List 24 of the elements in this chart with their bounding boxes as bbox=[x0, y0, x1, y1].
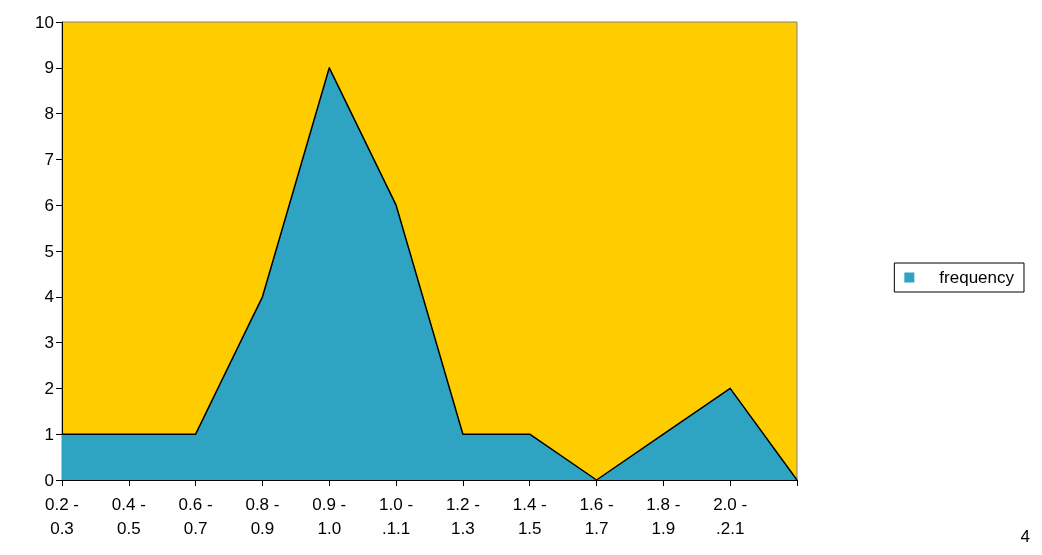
x-tick-label: 0.2 - 0.3 bbox=[44, 494, 80, 538]
y-tick-label: 4 bbox=[44, 287, 54, 307]
y-tick-label: 5 bbox=[44, 241, 54, 261]
x-tick-label: 1.2 - 1.3 bbox=[445, 494, 480, 538]
y-tick-label: 10 bbox=[35, 12, 54, 32]
text: 4 bbox=[1020, 527, 1031, 546]
x-tick-label: 1.4 - 1.5 bbox=[512, 494, 547, 538]
x-tick-label: 0.6 - 0.7 bbox=[178, 494, 213, 538]
x-tick-label: 0.8 - 0.9 bbox=[245, 494, 280, 538]
x-tick-label: 0.4 - 0.5 bbox=[111, 494, 146, 538]
y-tick-label: 2 bbox=[44, 378, 54, 398]
x-tick-label: 1.8 - 1.9 bbox=[646, 494, 681, 538]
y-tick-label: 9 bbox=[44, 58, 54, 78]
x-tick-label: 0.9 - 1.0 bbox=[312, 494, 347, 538]
y-tick-label: 6 bbox=[44, 195, 54, 215]
x-tick-label: 1.0 - .1.1 bbox=[379, 494, 414, 538]
y-tick-label: 3 bbox=[44, 333, 54, 353]
y-tick-label: 0 bbox=[44, 470, 54, 490]
y-tick-label: 7 bbox=[44, 149, 54, 169]
x-tick-label: 1.6 - 1.7 bbox=[579, 494, 614, 538]
x-tick-label: 2.0 - .2.1 bbox=[713, 494, 748, 538]
y-tick-label: 8 bbox=[44, 104, 54, 124]
legend-label: frequency bbox=[939, 268, 1015, 287]
y-tick-label: 1 bbox=[44, 424, 54, 444]
